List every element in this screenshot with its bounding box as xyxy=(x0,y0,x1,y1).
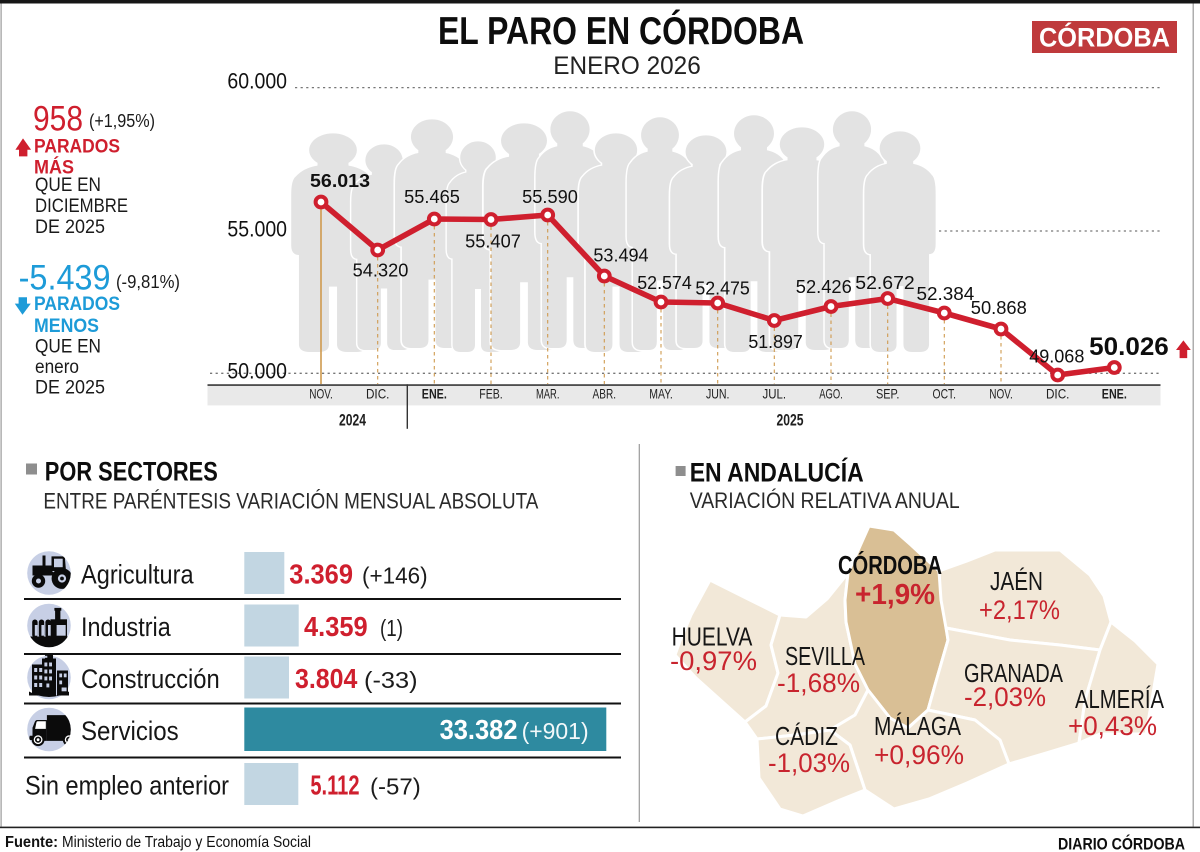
svg-text:+0,43%: +0,43% xyxy=(1068,711,1157,741)
svg-text:ENE.: ENE. xyxy=(1102,386,1127,402)
svg-text:MÁLAGA: MÁLAGA xyxy=(874,711,962,741)
svg-text:HUELVA: HUELVA xyxy=(672,622,753,652)
svg-text:JUN.: JUN. xyxy=(706,386,730,402)
svg-text:2024: 2024 xyxy=(339,412,367,430)
svg-text:55.590: 55.590 xyxy=(522,186,578,207)
svg-text:-2,03%: -2,03% xyxy=(964,682,1046,712)
svg-text:+1,9%: +1,9% xyxy=(855,579,935,611)
svg-text:55.465: 55.465 xyxy=(404,186,460,207)
svg-text:51.897: 51.897 xyxy=(748,331,803,352)
svg-text:+0,96%: +0,96% xyxy=(874,740,964,770)
svg-text:958: 958 xyxy=(33,100,83,139)
svg-text:Agricultura: Agricultura xyxy=(81,559,194,589)
svg-text:50.868: 50.868 xyxy=(971,297,1027,318)
svg-text:JAÉN: JAÉN xyxy=(990,566,1043,596)
svg-text:SEP.: SEP. xyxy=(876,386,900,402)
svg-text:53.494: 53.494 xyxy=(593,245,648,266)
svg-text:Fuente:: Fuente: xyxy=(5,834,58,851)
svg-text:52.574: 52.574 xyxy=(637,272,692,293)
svg-text:DIARIO CÓRDOBA: DIARIO CÓRDOBA xyxy=(1058,835,1185,852)
svg-text:QUE EN: QUE EN xyxy=(35,175,101,196)
svg-text:56.013: 56.013 xyxy=(310,170,370,191)
svg-text:(1): (1) xyxy=(380,615,403,641)
svg-text:OCT.: OCT. xyxy=(933,386,957,402)
svg-text:(+1,95%): (+1,95%) xyxy=(89,111,155,131)
svg-text:50.026: 50.026 xyxy=(1089,333,1169,361)
svg-text:55.407: 55.407 xyxy=(465,230,521,251)
svg-text:Sin empleo anterior: Sin empleo anterior xyxy=(25,770,229,800)
svg-text:DIC.: DIC. xyxy=(366,386,390,402)
svg-text:2025: 2025 xyxy=(777,412,804,430)
svg-text:DE 2025: DE 2025 xyxy=(35,378,105,399)
svg-text:Industria: Industria xyxy=(81,612,171,642)
svg-text:-1,03%: -1,03% xyxy=(768,748,850,778)
svg-text:NOV.: NOV. xyxy=(989,386,1013,402)
svg-text:PARADOS: PARADOS xyxy=(34,137,120,158)
svg-text:Servicios: Servicios xyxy=(81,716,179,746)
svg-text:FEB.: FEB. xyxy=(479,386,503,402)
svg-text:50.000: 50.000 xyxy=(227,358,287,383)
svg-text:POR SECTORES: POR SECTORES xyxy=(45,457,218,487)
svg-text:-1,68%: -1,68% xyxy=(777,668,860,698)
svg-text:GRANADA: GRANADA xyxy=(964,658,1064,688)
svg-text:52.426: 52.426 xyxy=(796,276,852,297)
svg-text:60.000: 60.000 xyxy=(227,69,287,94)
svg-text:(+901): (+901) xyxy=(522,718,589,744)
svg-text:3.369: 3.369 xyxy=(289,558,353,589)
svg-text:NOV.: NOV. xyxy=(309,386,333,402)
svg-text:52.672: 52.672 xyxy=(855,272,915,293)
svg-text:+2,17%: +2,17% xyxy=(979,595,1060,625)
svg-text:QUE EN: QUE EN xyxy=(35,337,101,358)
svg-text:MAR.: MAR. xyxy=(536,386,560,402)
svg-text:DE 2025: DE 2025 xyxy=(35,217,105,238)
svg-text:4.359: 4.359 xyxy=(304,611,368,642)
svg-text:(+146): (+146) xyxy=(362,562,428,588)
svg-text:ENE.: ENE. xyxy=(422,386,447,402)
svg-text:AGO.: AGO. xyxy=(819,386,843,402)
svg-text:ABR.: ABR. xyxy=(593,386,617,402)
svg-text:54.320: 54.320 xyxy=(353,260,409,281)
svg-text:JUL.: JUL. xyxy=(763,386,787,402)
svg-text:ENERO 2026: ENERO 2026 xyxy=(553,52,701,80)
svg-text:Construcción: Construcción xyxy=(81,664,220,694)
svg-text:PARADOS: PARADOS xyxy=(34,294,120,315)
svg-text:CÓRDOBA: CÓRDOBA xyxy=(838,550,942,580)
svg-text:VARIACIÓN RELATIVA ANUAL: VARIACIÓN RELATIVA ANUAL xyxy=(690,488,960,513)
svg-text:52.384: 52.384 xyxy=(917,283,975,304)
svg-text:EN ANDALUCÍA: EN ANDALUCÍA xyxy=(690,458,864,488)
svg-text:3.804: 3.804 xyxy=(295,663,358,694)
svg-text:-5.439: -5.439 xyxy=(19,259,111,298)
svg-text:Ministerio de Trabajo y Econom: Ministerio de Trabajo y Economía Social xyxy=(62,834,311,851)
svg-text:enero: enero xyxy=(35,357,79,378)
svg-text:DIC.: DIC. xyxy=(1046,386,1070,402)
svg-text:ALMERÍA: ALMERÍA xyxy=(1075,684,1165,714)
svg-text:52.475: 52.475 xyxy=(695,277,750,298)
svg-text:(-33): (-33) xyxy=(364,667,418,693)
svg-text:49.068: 49.068 xyxy=(1029,345,1084,366)
svg-text:MENOS: MENOS xyxy=(34,316,99,337)
svg-text:ENTRE PARÉNTESIS VARIACIÓN MEN: ENTRE PARÉNTESIS VARIACIÓN MENSUAL ABSOL… xyxy=(43,489,538,514)
svg-text:5.112: 5.112 xyxy=(310,769,359,800)
svg-text:MÁS: MÁS xyxy=(34,157,74,179)
svg-text:CÓRDOBA: CÓRDOBA xyxy=(1039,23,1170,53)
svg-text:-0,97%: -0,97% xyxy=(670,646,757,676)
svg-text:MAY.: MAY. xyxy=(649,386,673,402)
svg-text:55.000: 55.000 xyxy=(227,217,287,242)
svg-text:33.382: 33.382 xyxy=(440,714,518,745)
svg-text:EL PARO EN CÓRDOBA: EL PARO EN CÓRDOBA xyxy=(438,9,804,53)
svg-text:CÁDIZ: CÁDIZ xyxy=(775,721,838,751)
svg-text:SEVILLA: SEVILLA xyxy=(785,641,865,671)
svg-text:(-9,81%): (-9,81%) xyxy=(116,272,180,292)
svg-text:DICIEMBRE: DICIEMBRE xyxy=(35,196,128,217)
svg-text:(-57): (-57) xyxy=(370,773,421,799)
